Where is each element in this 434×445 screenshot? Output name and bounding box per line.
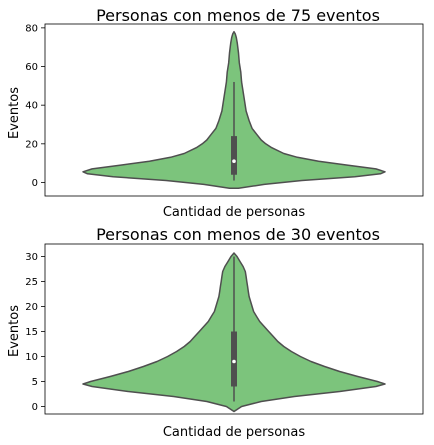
y-tick-label: 20	[25, 139, 38, 150]
median-point-top	[232, 159, 236, 164]
panel-bottom: Personas con menos de 30 eventos Eventos…	[7, 225, 424, 440]
x-axis-label-top: Cantidad de personas	[163, 205, 306, 220]
iqr-box-top	[231, 136, 237, 175]
y-tick-label: 80	[25, 23, 38, 34]
y-ticks-top: 0 20 40 60 80	[25, 23, 45, 189]
y-tick-label: 10	[25, 352, 38, 363]
y-tick-label: 15	[25, 327, 38, 338]
y-tick-label: 60	[25, 62, 38, 73]
y-axis-label-bottom: Eventos	[7, 305, 22, 357]
y-ticks-bottom: 0 5 10 15 20 25 30	[25, 252, 45, 413]
y-tick-label: 40	[25, 101, 38, 112]
y-tick-label: 0	[32, 178, 38, 189]
x-axis-label-bottom: Cantidad de personas	[163, 425, 306, 440]
iqr-box-bottom	[231, 331, 237, 387]
y-tick-label: 5	[32, 377, 38, 388]
panel-top: Personas con menos de 75 eventos Eventos…	[7, 6, 424, 220]
y-tick-label: 0	[32, 402, 38, 413]
median-point-bottom	[232, 359, 236, 364]
chart-title-bottom: Personas con menos de 30 eventos	[96, 225, 380, 244]
y-axis-label-top: Eventos	[7, 87, 22, 139]
y-tick-label: 20	[25, 302, 38, 313]
y-tick-label: 30	[25, 252, 38, 263]
chart-title-top: Personas con menos de 75 eventos	[96, 6, 380, 25]
y-tick-label: 25	[25, 277, 38, 288]
plot-frame-bottom	[44, 243, 424, 415]
plot-frame-top	[44, 23, 424, 197]
